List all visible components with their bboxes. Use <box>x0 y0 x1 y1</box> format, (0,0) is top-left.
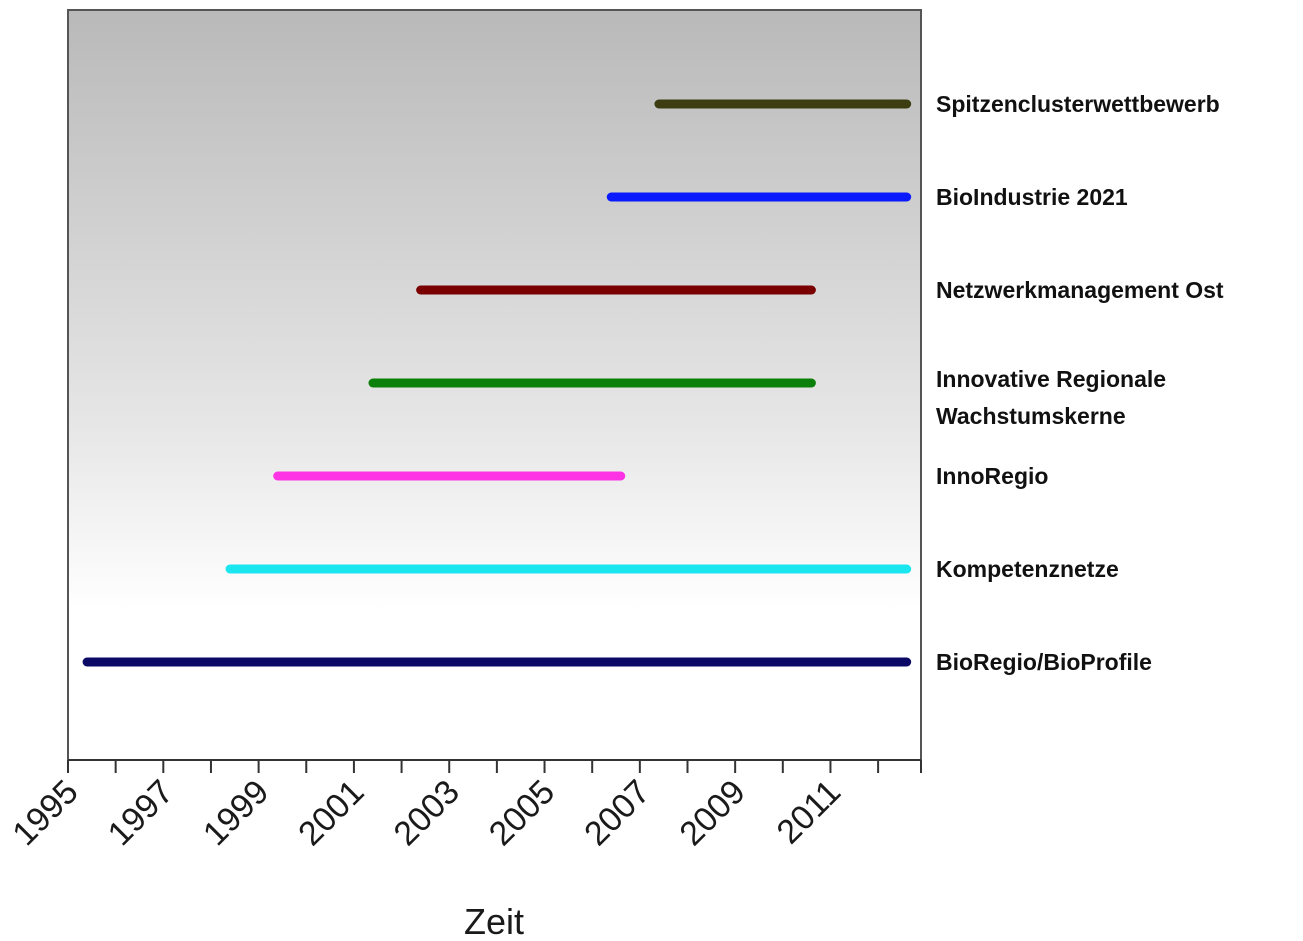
x-tick-label: 1997 <box>101 773 181 853</box>
series-label-line: InnoRegio <box>936 463 1048 489</box>
series-label-line: Innovative Regionale <box>936 366 1166 392</box>
series-labels: Spitzenclusterwettbewerb BioIndustrie 202… <box>936 91 1224 675</box>
series-label: Innovative Regionale Wachstumskerne <box>936 366 1166 429</box>
series-label: Kompetenznetze <box>936 556 1119 582</box>
series-label-line: BioIndustrie 2021 <box>936 184 1128 210</box>
x-tick-label: 1999 <box>196 773 276 853</box>
x-axis-title: Zeit <box>464 901 524 941</box>
series-label-line: Kompetenznetze <box>936 556 1119 582</box>
series-label-line: Spitzenclusterwettbewerb <box>936 91 1220 117</box>
series-label: InnoRegio <box>936 463 1048 489</box>
series-label: BioRegio/BioProfile <box>936 649 1152 675</box>
series-label: BioIndustrie 2021 <box>936 184 1128 210</box>
x-tick-label: 2003 <box>387 773 467 853</box>
x-axis-tick-labels: 1995 1997 1999 2001 2003 2005 2007 2009 2011 <box>5 773 848 853</box>
x-tick-label: 2001 <box>291 773 371 853</box>
series-label-line: Wachstumskerne <box>936 403 1126 429</box>
x-tick-label: 2009 <box>672 773 752 853</box>
x-tick-label: 1995 <box>5 773 85 853</box>
series-label-line: BioRegio/BioProfile <box>936 649 1152 675</box>
x-tick-label: 2011 <box>770 773 849 852</box>
x-axis-ticks <box>67 760 922 773</box>
series-label: Netzwerkmanagement Ost <box>936 277 1224 303</box>
x-tick-label: 2005 <box>482 773 562 853</box>
series-label-line: Netzwerkmanagement Ost <box>936 277 1224 303</box>
x-tick-label: 2007 <box>577 773 657 853</box>
timeline-bars <box>82 99 912 667</box>
series-label: Spitzenclusterwettbewerb <box>936 91 1220 117</box>
